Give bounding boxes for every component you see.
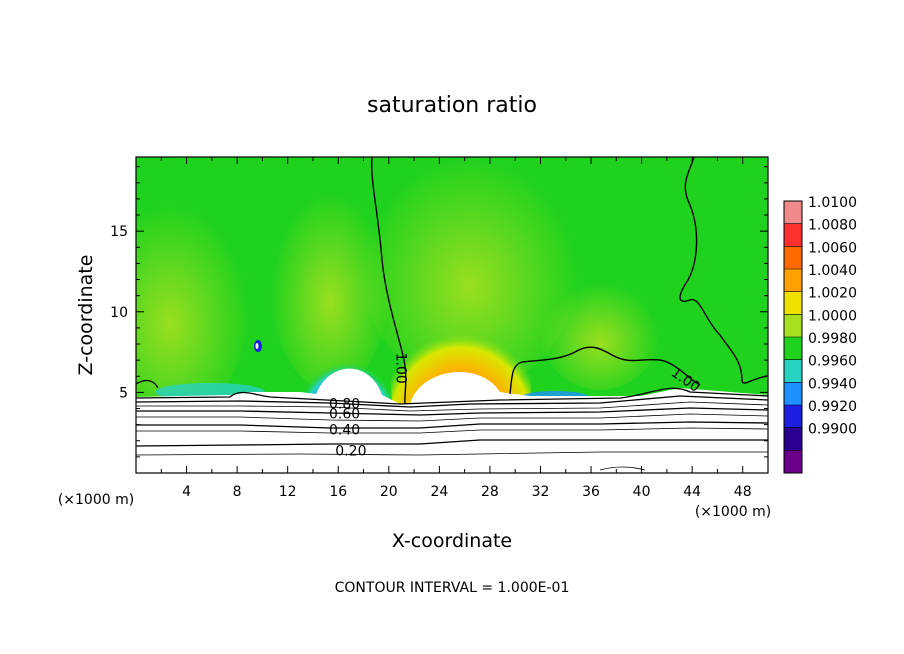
contour-line-0-90 (136, 387, 768, 405)
contour-labels: 1.00 1.000.800.600.400.20 (329, 353, 703, 460)
colorbar: 1.0100 1.0080 1.0060 1.0040 1.0020 1.0000 0.99… (783, 195, 857, 474)
colorbar-label-0: 1.0100 (808, 195, 857, 211)
colorbar-swatch-8 (784, 382, 802, 405)
contour-line-0-50 (136, 413, 768, 422)
x-axis-ticks: 4 8 12 16 20 24 28 32 36 40 44 48 (160, 157, 752, 500)
x-unit-left: (×1000 m) (58, 492, 134, 508)
y-tick-label-0: 5 (119, 385, 128, 401)
contour-line-0-20 (136, 439, 768, 447)
contour-line-0-80 (136, 395, 768, 408)
colorbar-swatch-0 (784, 201, 802, 224)
plot-frame (135, 156, 769, 474)
x-tick-label-1: 8 (233, 484, 242, 500)
subsaturated-region (136, 368, 768, 473)
colorbar-swatch-11 (784, 450, 802, 473)
x-tick-label-10: 44 (683, 484, 701, 500)
x-tick-label-8: 36 (582, 484, 600, 500)
field-haze-left (136, 180, 250, 420)
x-axis-label: X-coordinate (392, 530, 512, 552)
colorbar-label-6: 0.9980 (808, 331, 857, 347)
x-tick-label-11: 48 (734, 484, 752, 500)
contour-label-group-4: 0.40 (329, 422, 360, 438)
x-unit-right: (×1000 m) (695, 504, 771, 520)
contour-line-1-00-left (370, 157, 407, 405)
contour-label-0: 1.00 (392, 353, 408, 384)
contour-label-group-0: 1.00 (392, 353, 408, 384)
contour-line-1-00-top-right (679, 157, 768, 384)
x-tick-label-6: 28 (481, 484, 499, 500)
colorbar-swatch-6 (784, 337, 802, 360)
field-haze-mid (270, 170, 390, 390)
colorbar-swatch-4 (784, 291, 802, 315)
colorbar-swatch-7 (784, 359, 802, 383)
x-tick-label-4: 20 (380, 484, 398, 500)
contour-label-group-3: 0.60 (329, 406, 360, 422)
contour-label-group-5: 0.20 (335, 443, 366, 459)
colorbar-swatch-2 (784, 246, 802, 269)
x-tick-label-2: 12 (279, 484, 297, 500)
colorbar-label-2: 1.0060 (808, 240, 857, 256)
contour-line-0-40 (136, 421, 768, 429)
contour-label-4: 0.40 (329, 422, 360, 438)
colorbar-swatch-9 (784, 405, 802, 428)
contour-line-0-10 (136, 451, 768, 456)
contour-label-3: 0.60 (329, 406, 360, 422)
contour-label-5: 0.20 (335, 443, 366, 459)
x-tick-label-9: 40 (633, 484, 651, 500)
colorbar-swatch-1 (784, 223, 802, 247)
contour-label-2: 0.80 (329, 397, 360, 413)
contour-label-group-2: 0.80 (329, 397, 360, 413)
y-axis-label: Z-coordinate (75, 255, 97, 376)
contour-line-1-00-right (509, 346, 701, 395)
contour-line-1-00-corner (136, 379, 159, 389)
x-tick-label-3: 16 (329, 484, 347, 500)
field-haze-right (540, 270, 660, 390)
x-tick-label-5: 24 (430, 484, 448, 500)
colorbar-swatch-5 (784, 314, 802, 337)
chart-title: saturation ratio (367, 93, 537, 118)
contour-line-0-70 (136, 401, 768, 412)
contour-line-0-60 (136, 407, 768, 416)
contour-line-0-30 (136, 427, 768, 434)
y-axis-ticks: 5 10 15 (110, 166, 768, 458)
contour-interval-note: CONTOUR INTERVAL = 1.000E-01 (335, 580, 570, 596)
colorbar-label-8: 0.9940 (808, 376, 857, 392)
y-tick-label-2: 15 (110, 224, 128, 240)
x-tick-label-0: 4 (182, 484, 191, 500)
colorbar-swatch-3 (784, 269, 802, 292)
plot-field (136, 157, 768, 473)
colorbar-label-3: 1.0040 (808, 263, 857, 279)
colorbar-label-4: 1.0020 (808, 286, 857, 302)
colorbar-label-5: 1.0000 (808, 308, 857, 324)
colorbar-label-10: 0.9900 (808, 422, 857, 438)
y-tick-label-1: 10 (110, 305, 128, 321)
colorbar-label-7: 0.9960 (808, 354, 857, 370)
colorbar-label-9: 0.9920 (808, 399, 857, 415)
x-tick-label-7: 32 (532, 484, 550, 500)
colorbar-label-1: 1.0080 (808, 218, 857, 234)
colorbar-swatch-10 (784, 427, 802, 451)
